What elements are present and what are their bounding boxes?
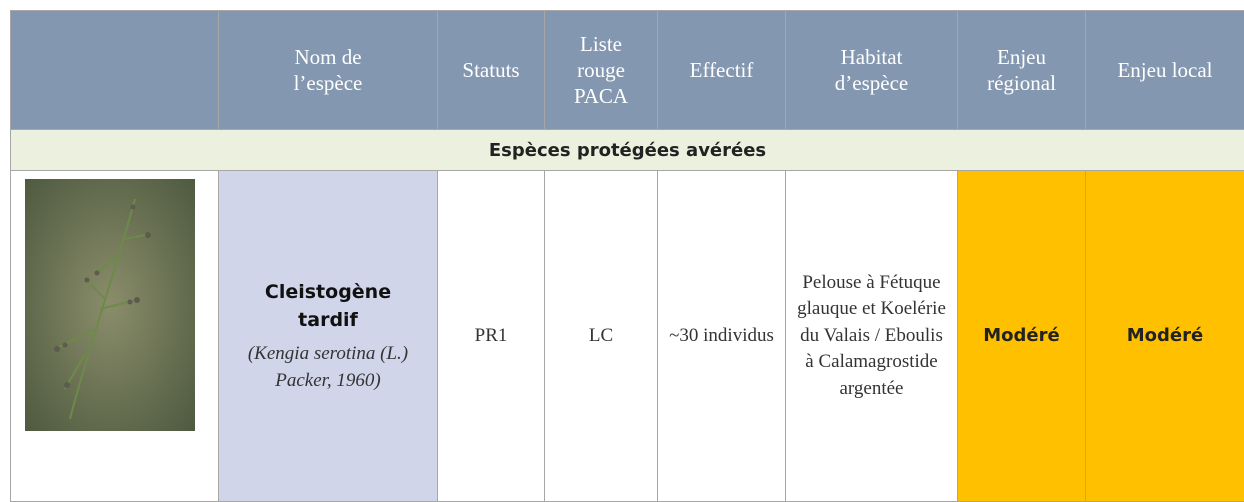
header-cell: Effectif <box>658 11 786 130</box>
photo-cell <box>11 171 219 502</box>
header-cell: Enjeu régional <box>958 11 1086 130</box>
species-photo <box>25 179 195 431</box>
species-table: Nom de l’espèce Statuts Liste rouge PACA… <box>10 10 1244 502</box>
header-cell <box>11 11 219 130</box>
header-cell: Statuts <box>438 11 545 130</box>
red-list-cell: LC <box>545 171 658 502</box>
section-title: Espèces protégées avérées <box>11 130 1244 171</box>
name-cell: Cleistogène tardif (Kengia serotina (L.)… <box>219 171 438 502</box>
regional-stake: Modéré <box>958 171 1086 502</box>
scientific-name: (Kengia serotina (L.) Packer, 1960) <box>223 341 433 394</box>
status-cell: PR1 <box>438 171 545 502</box>
species-row: Cleistogène tardif (Kengia serotina (L.)… <box>11 171 1244 502</box>
count-cell: ~30 individus <box>658 171 786 502</box>
common-name: Cleistogène tardif <box>223 278 433 335</box>
local-stake: Modéré <box>1086 171 1244 502</box>
header-cell: Habitat d’espèce <box>786 11 958 130</box>
header-row: Nom de l’espèce Statuts Liste rouge PACA… <box>11 11 1244 130</box>
habitat-cell: Pelouse à Fétuque glauque et Koelérie du… <box>786 171 958 502</box>
header-cell: Nom de l’espèce <box>219 11 438 130</box>
header-cell: Enjeu local <box>1086 11 1244 130</box>
header-cell: Liste rouge PACA <box>545 11 658 130</box>
section-row: Espèces protégées avérées <box>11 130 1244 171</box>
